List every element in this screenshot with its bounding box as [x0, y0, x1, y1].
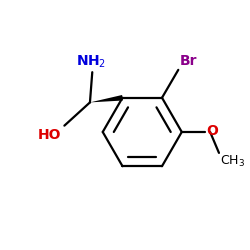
Text: O: O	[206, 124, 218, 138]
Text: HO: HO	[38, 128, 62, 141]
Text: Br: Br	[180, 54, 197, 68]
Text: CH$_3$: CH$_3$	[220, 154, 245, 169]
Polygon shape	[90, 95, 123, 102]
Text: NH$_2$: NH$_2$	[76, 54, 106, 70]
